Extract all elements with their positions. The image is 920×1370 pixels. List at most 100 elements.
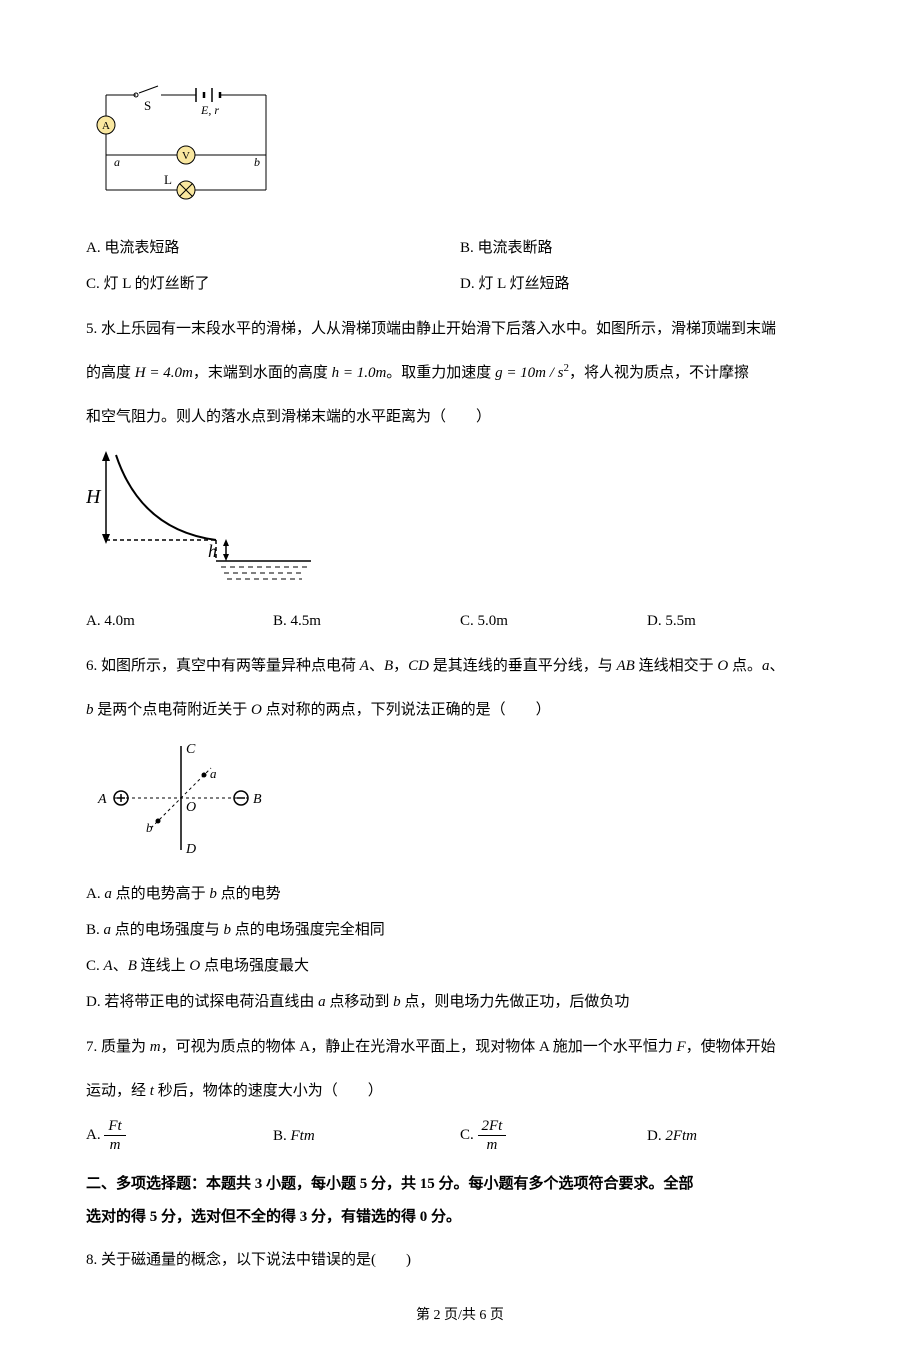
q6-number: 6. <box>86 658 97 674</box>
q6-optC-B: B <box>128 958 137 974</box>
label-a: a <box>114 155 120 169</box>
q6-optC-mid1: 、 <box>113 958 128 974</box>
q5-line2: 的高度 H = 4.0m，末端到水面的高度 h = 1.0m。取重力加速度 g … <box>86 355 834 391</box>
q6-text1f: 点。 <box>728 658 762 674</box>
q6-optB-post: 点的电场强度完全相同 <box>231 922 385 938</box>
q7-line1: 7. 质量为 m，可视为质点的物体 A，静止在光滑水平面上，现对物体 A 施加一… <box>86 1029 834 1065</box>
q6-optC-pre: C. <box>86 958 104 974</box>
q8-number: 8. <box>86 1252 97 1268</box>
q6-A: A <box>360 658 369 674</box>
label-b: b <box>254 155 260 169</box>
q5-optD: D. 5.5m <box>647 606 834 636</box>
q6-text1e: 连线相交于 <box>635 658 718 674</box>
q6-text2b: 是两个点电荷附近关于 <box>94 702 252 718</box>
q6-B: B <box>384 658 393 674</box>
q6-optA-pre: A. <box>86 886 104 902</box>
q7-optC-num: 2Ft <box>478 1117 507 1136</box>
q6-optD-post: 点，则电场力先做正功，后做负功 <box>401 994 630 1010</box>
q8-text: 关于磁通量的概念，以下说法中错误的是( ) <box>97 1252 411 1268</box>
slide-diagram: H h <box>86 445 834 596</box>
q6-optC-O: O <box>189 958 200 974</box>
q6-optD-b: b <box>393 994 401 1010</box>
q6-optD: D. 若将带正电的试探电荷沿直线由 a 点移动到 b 点，则电场力先做正功，后做… <box>86 987 834 1017</box>
q6-optD-pre: D. 若将带正电的试探电荷沿直线由 <box>86 994 318 1010</box>
q5-line3: 和空气阻力。则人的落水点到滑梯末端的水平距离为（ ） <box>86 399 834 435</box>
q6-text1g: 、 <box>769 658 784 674</box>
charge-O: O <box>186 800 196 815</box>
q6-optC-A: A <box>104 958 113 974</box>
slide-h: h <box>208 541 217 561</box>
q4-optC: C. 灯 L 的灯丝断了 <box>86 269 460 299</box>
q6-text1a: 如图所示，真空中有两等量异种点电荷 <box>97 658 360 674</box>
q7-optD-val: 2Ftm <box>665 1128 697 1144</box>
q6-CD: CD <box>408 658 429 674</box>
charge-C: C <box>186 742 196 757</box>
q6-O: O <box>717 658 728 674</box>
section2-heading: 二、多项选择题：本题共 3 小题，每小题 5 分，共 15 分。每小题有多个选项… <box>86 1168 834 1234</box>
q5-text2a: 的高度 <box>86 365 135 381</box>
q4-optA: A. 电流表短路 <box>86 233 460 263</box>
q7-optC-label: C. <box>460 1127 478 1143</box>
q6-text1d: 是其连线的垂直平分线，与 <box>429 658 617 674</box>
q7-text1b: ，可视为质点的物体 A，静止在光滑水平面上，现对物体 A 施加一个水平恒力 <box>161 1039 677 1055</box>
q6-text2c: 点对称的两点，下列说法正确的是（ ） <box>262 702 551 718</box>
slide-H: H <box>86 486 102 508</box>
q6-optC-post: 点电场强度最大 <box>200 958 309 974</box>
label-V: V <box>182 150 190 162</box>
q4-options-row1: A. 电流表短路 B. 电流表断路 <box>86 233 834 263</box>
q7-optA-den: m <box>104 1136 125 1154</box>
q5-optC: C. 5.0m <box>460 606 647 636</box>
q7-optB-val: Ftm <box>291 1128 315 1144</box>
charge-svg: A B C D O a b <box>86 738 286 858</box>
q8-line1: 8. 关于磁通量的概念，以下说法中错误的是( ) <box>86 1242 834 1278</box>
q7-optB-label: B. <box>273 1128 291 1144</box>
q7-m: m <box>150 1039 161 1055</box>
section2-line1: 二、多项选择题：本题共 3 小题，每小题 5 分，共 15 分。每小题有多个选项… <box>86 1168 834 1201</box>
q7-F: F <box>676 1039 685 1055</box>
charge-B: B <box>253 792 262 807</box>
q6-text1c: ， <box>393 658 408 674</box>
q7-text1c: ，使物体开始 <box>686 1039 776 1055</box>
q6-optB-b: b <box>224 922 232 938</box>
q6-text1b: 、 <box>369 658 384 674</box>
label-A: A <box>102 120 110 132</box>
q6-optA: A. a 点的电势高于 b 点的电势 <box>86 879 834 909</box>
page-footer: 第 2 页/共 6 页 <box>86 1302 834 1330</box>
q6-optB-pre: B. <box>86 922 104 938</box>
q7-number: 7. <box>86 1039 97 1055</box>
q5-optA: A. 4.0m <box>86 606 273 636</box>
q5-line1: 5. 水上乐园有一末段水平的滑梯，人从滑梯顶端由静止开始滑下后落入水中。如图所示… <box>86 311 834 347</box>
q7-optC: C. 2Ftm <box>460 1117 647 1154</box>
q6-optD-mid: 点移动到 <box>326 994 394 1010</box>
q7-optD: D. 2Ftm <box>647 1121 834 1151</box>
q7-optD-label: D. <box>647 1128 665 1144</box>
q5-text2d: ，将人视为质点，不计摩擦 <box>569 365 749 381</box>
label-L: L <box>164 172 172 187</box>
label-Er: E, r <box>200 103 219 117</box>
circuit-diagram: S E, r A a b V L <box>86 80 834 221</box>
q6-b: b <box>86 702 94 718</box>
q6-optC-mid2: 连线上 <box>137 958 190 974</box>
q7-text2a: 运动，经 <box>86 1083 150 1099</box>
circuit-svg: S E, r A a b V L <box>86 80 281 210</box>
q7-optA-label: A. <box>86 1127 104 1143</box>
q7-text2b: 秒后，物体的速度大小为（ ） <box>154 1083 383 1099</box>
charge-D: D <box>185 842 196 857</box>
q6-optB: B. a 点的电场强度与 b 点的电场强度完全相同 <box>86 915 834 945</box>
q7-optC-den: m <box>478 1136 507 1154</box>
q5-g: g = 10m / s <box>495 365 563 381</box>
q5-text2b: ，末端到水面的高度 <box>193 365 332 381</box>
label-S: S <box>144 98 151 113</box>
q6-line1: 6. 如图所示，真空中有两等量异种点电荷 A、B，CD 是其连线的垂直平分线，与… <box>86 648 834 684</box>
q4-options-row2: C. 灯 L 的灯丝断了 D. 灯 L 灯丝短路 <box>86 269 834 299</box>
charge-A: A <box>97 792 107 807</box>
q7-optA-num: Ft <box>104 1117 125 1136</box>
q7-line2: 运动，经 t 秒后，物体的速度大小为（ ） <box>86 1073 834 1109</box>
q5-H: H = 4.0m <box>135 365 193 381</box>
q7-options: A. Ftm B. Ftm C. 2Ftm D. 2Ftm <box>86 1117 834 1154</box>
q7-text1a: 质量为 <box>97 1039 150 1055</box>
q4-optD: D. 灯 L 灯丝短路 <box>460 269 834 299</box>
q6-optB-a: a <box>104 922 112 938</box>
q6-optA-mid: 点的电势高于 <box>112 886 210 902</box>
q7-optB: B. Ftm <box>273 1121 460 1151</box>
